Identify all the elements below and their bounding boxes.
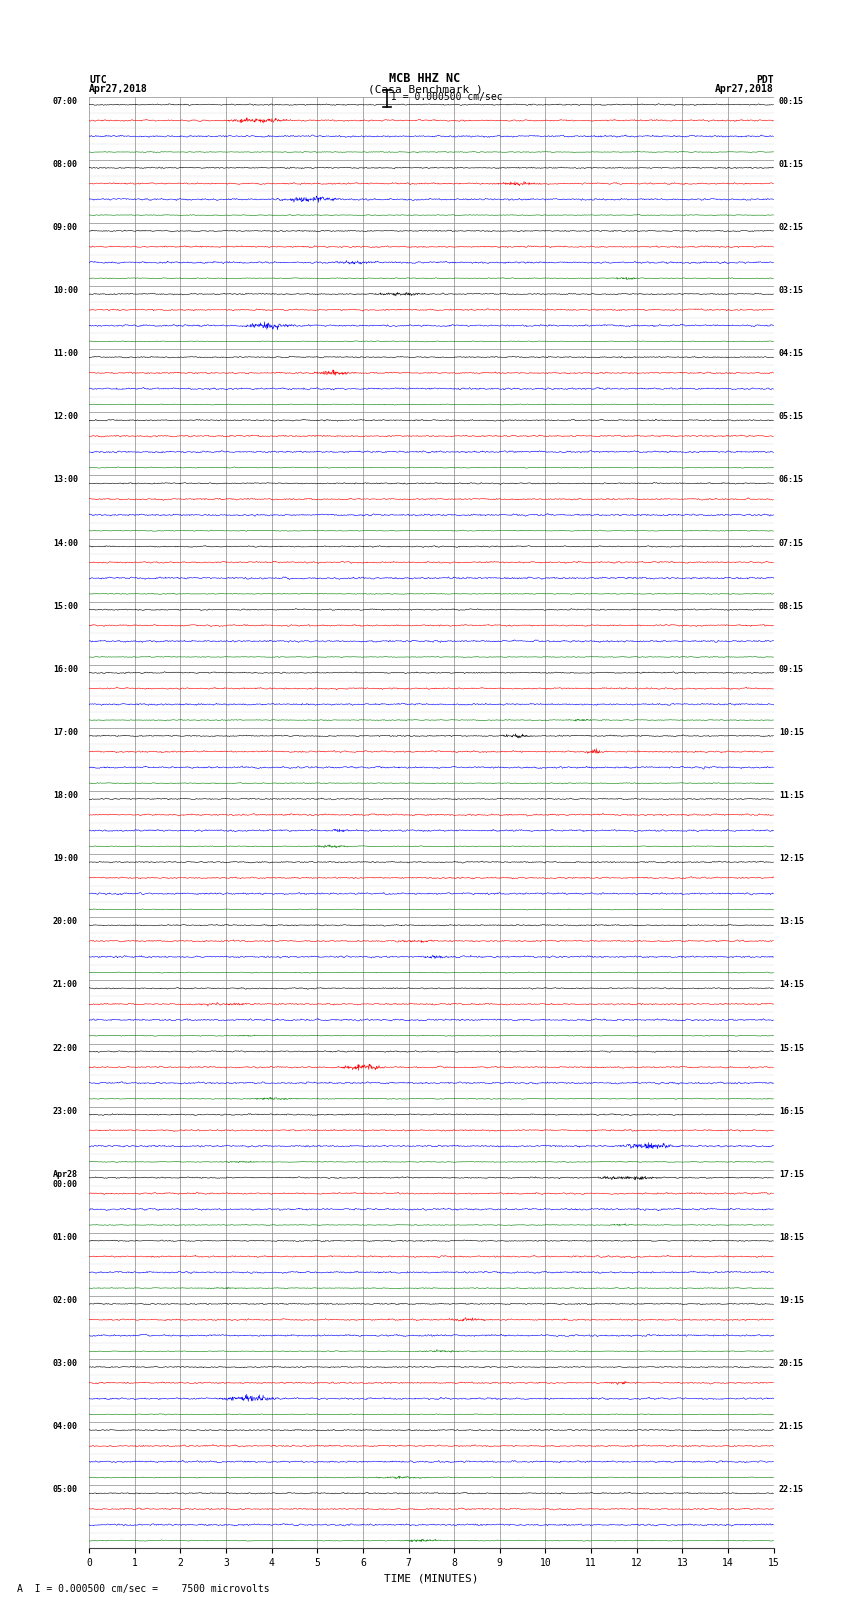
- Text: 14:15: 14:15: [779, 981, 804, 989]
- Text: 12:15: 12:15: [779, 855, 804, 863]
- Text: 20:00: 20:00: [53, 918, 78, 926]
- Text: 13:00: 13:00: [53, 476, 78, 484]
- Text: 09:15: 09:15: [779, 665, 804, 674]
- Text: 04:00: 04:00: [53, 1423, 78, 1431]
- Text: MCB HHZ NC: MCB HHZ NC: [389, 71, 461, 84]
- Text: 01:15: 01:15: [779, 160, 804, 169]
- Text: 16:00: 16:00: [53, 665, 78, 674]
- Text: 08:00: 08:00: [53, 160, 78, 169]
- Text: 11:00: 11:00: [53, 350, 78, 358]
- Text: 03:15: 03:15: [779, 286, 804, 295]
- Text: (Casa Benchmark ): (Casa Benchmark ): [367, 84, 483, 94]
- Text: Apr27,2018: Apr27,2018: [715, 84, 774, 94]
- Text: 10:15: 10:15: [779, 727, 804, 737]
- Text: 05:00: 05:00: [53, 1486, 78, 1494]
- Text: 19:15: 19:15: [779, 1295, 804, 1305]
- Text: 17:15: 17:15: [779, 1169, 804, 1179]
- Text: 02:00: 02:00: [53, 1295, 78, 1305]
- Text: 21:15: 21:15: [779, 1423, 804, 1431]
- Text: I = 0.000500 cm/sec: I = 0.000500 cm/sec: [391, 92, 502, 103]
- Text: 11:15: 11:15: [779, 790, 804, 800]
- Text: 22:15: 22:15: [779, 1486, 804, 1494]
- Text: UTC: UTC: [89, 74, 107, 84]
- Text: 15:15: 15:15: [779, 1044, 804, 1053]
- Text: A  I = 0.000500 cm/sec =    7500 microvolts: A I = 0.000500 cm/sec = 7500 microvolts: [17, 1584, 269, 1594]
- Text: 04:15: 04:15: [779, 350, 804, 358]
- Text: 03:00: 03:00: [53, 1360, 78, 1368]
- Text: 16:15: 16:15: [779, 1107, 804, 1116]
- Text: 18:15: 18:15: [779, 1232, 804, 1242]
- Text: 05:15: 05:15: [779, 413, 804, 421]
- Text: 07:00: 07:00: [53, 97, 78, 106]
- Text: 18:00: 18:00: [53, 790, 78, 800]
- X-axis label: TIME (MINUTES): TIME (MINUTES): [384, 1574, 479, 1584]
- Text: 09:00: 09:00: [53, 223, 78, 232]
- Text: Apr27,2018: Apr27,2018: [89, 84, 148, 94]
- Text: 23:00: 23:00: [53, 1107, 78, 1116]
- Text: 07:15: 07:15: [779, 539, 804, 547]
- Text: Apr28
00:00: Apr28 00:00: [53, 1169, 78, 1189]
- Text: 01:00: 01:00: [53, 1232, 78, 1242]
- Text: 20:15: 20:15: [779, 1360, 804, 1368]
- Text: 00:15: 00:15: [779, 97, 804, 106]
- Text: 10:00: 10:00: [53, 286, 78, 295]
- Text: 08:15: 08:15: [779, 602, 804, 611]
- Text: 17:00: 17:00: [53, 727, 78, 737]
- Text: 12:00: 12:00: [53, 413, 78, 421]
- Text: 02:15: 02:15: [779, 223, 804, 232]
- Text: 21:00: 21:00: [53, 981, 78, 989]
- Text: 22:00: 22:00: [53, 1044, 78, 1053]
- Text: 15:00: 15:00: [53, 602, 78, 611]
- Text: 13:15: 13:15: [779, 918, 804, 926]
- Text: 14:00: 14:00: [53, 539, 78, 547]
- Text: 19:00: 19:00: [53, 855, 78, 863]
- Text: 06:15: 06:15: [779, 476, 804, 484]
- Text: PDT: PDT: [756, 74, 774, 84]
